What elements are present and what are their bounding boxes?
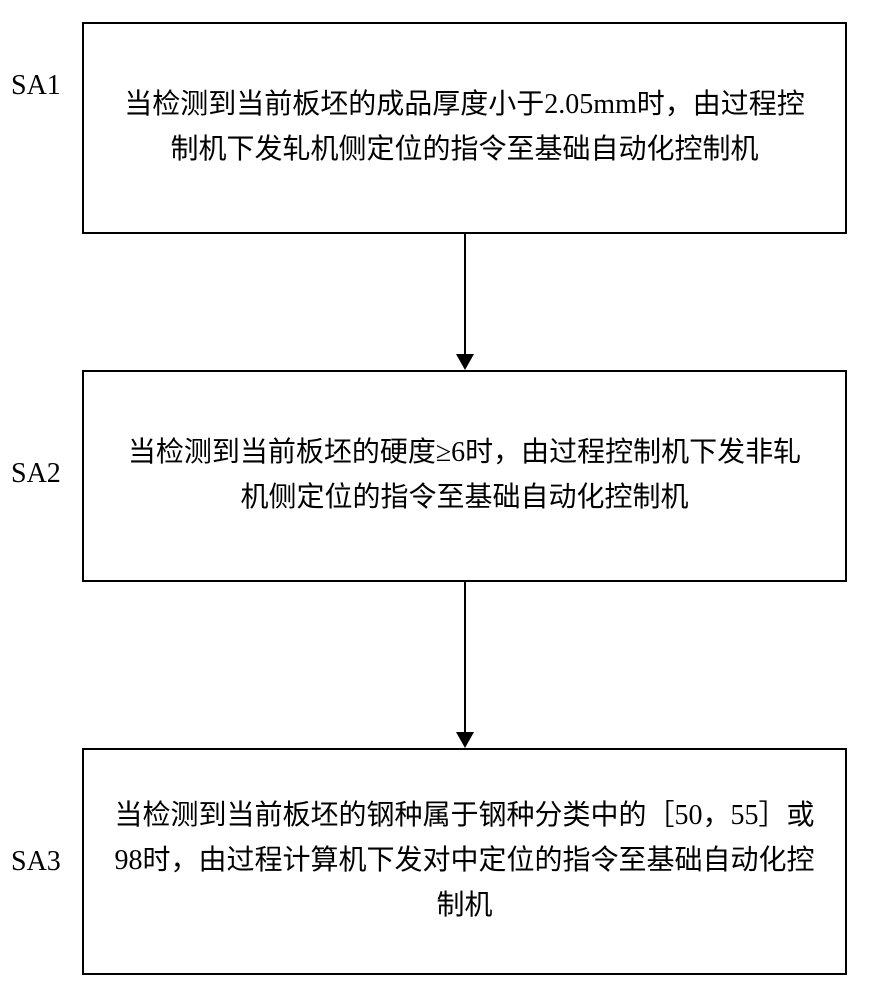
step-label-sa1: SA1 — [11, 70, 61, 102]
arrow-line — [464, 234, 466, 354]
step-text-sa2: 当检测到当前板坯的硬度≥6时，由过程控制机下发非轧机侧定位的指令至基础自动化控制… — [114, 431, 815, 521]
arrow-sa1-sa2 — [456, 234, 474, 370]
arrow-line — [464, 582, 466, 732]
arrow-sa2-sa3 — [456, 582, 474, 748]
step-box-sa2: 当检测到当前板坯的硬度≥6时，由过程控制机下发非轧机侧定位的指令至基础自动化控制… — [82, 370, 847, 582]
step-text-sa1: 当检测到当前板坯的成品厚度小于2.05mm时，由过程控制机下发轧机侧定位的指令至… — [114, 83, 815, 173]
step-box-sa1: 当检测到当前板坯的成品厚度小于2.05mm时，由过程控制机下发轧机侧定位的指令至… — [82, 22, 847, 234]
step-label-sa3-text: SA3 — [11, 846, 61, 877]
step-label-sa2-text: SA2 — [11, 458, 61, 489]
step-label-sa3: SA3 — [11, 846, 61, 878]
arrow-head-icon — [456, 732, 474, 748]
step-label-sa2: SA2 — [11, 458, 61, 490]
step-box-sa3: 当检测到当前板坯的钢种属于钢种分类中的［50，55］或98时，由过程计算机下发对… — [82, 748, 847, 975]
step-label-sa1-text: SA1 — [11, 70, 61, 101]
step-text-sa3: 当检测到当前板坯的钢种属于钢种分类中的［50，55］或98时，由过程计算机下发对… — [114, 794, 815, 928]
arrow-head-icon — [456, 354, 474, 370]
flowchart-container: SA1 当检测到当前板坯的成品厚度小于2.05mm时，由过程控制机下发轧机侧定位… — [0, 0, 884, 1000]
